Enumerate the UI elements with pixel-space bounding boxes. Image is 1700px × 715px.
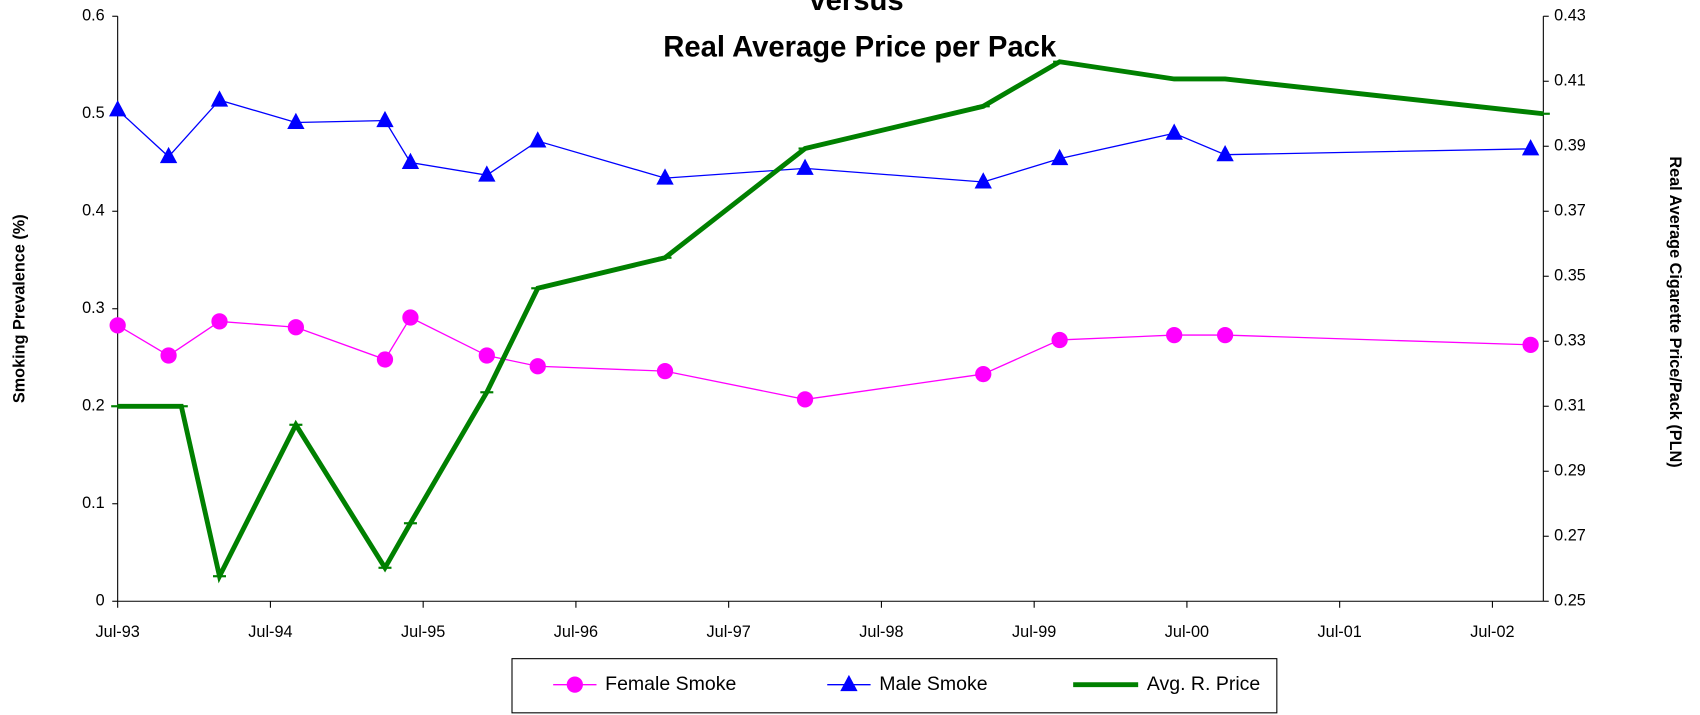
point — [109, 100, 127, 117]
legend-label: Avg. R. Price — [1147, 673, 1260, 695]
point — [1165, 123, 1183, 140]
chart-title: Real Average Price per Pack — [663, 31, 1057, 63]
point — [211, 313, 228, 330]
legend-label: Female Smoke — [605, 673, 736, 695]
point — [796, 158, 814, 175]
y2-tick-label: 0.43 — [1554, 7, 1586, 25]
y-tick-label: 0.2 — [82, 397, 105, 415]
y2-tick-label: 0.27 — [1554, 527, 1586, 545]
series-line — [117, 316, 1531, 401]
point — [1166, 326, 1183, 344]
point — [402, 309, 419, 326]
point — [656, 363, 674, 380]
y2-tick-label: 0.41 — [1554, 72, 1586, 90]
point — [975, 365, 992, 383]
x-tick-label: Jul-00 — [1165, 623, 1209, 641]
point — [109, 317, 126, 334]
legend-marker — [566, 676, 583, 693]
y2-tick-label: 0.35 — [1554, 267, 1586, 285]
x-tick-label: Jul-95 — [401, 623, 445, 641]
legend-label: Male Smoke — [879, 673, 987, 695]
x-tick-label: Jul-97 — [707, 623, 751, 641]
point — [401, 152, 420, 169]
point — [376, 110, 394, 128]
point — [159, 146, 178, 164]
point — [210, 90, 229, 107]
y2-axis-label: Real Average Cigarette Price/Pack (PLN) — [1666, 156, 1684, 467]
legend-marker — [840, 674, 858, 692]
legend-box — [511, 658, 1278, 714]
point — [656, 168, 674, 185]
x-tick-label: Jul-96 — [554, 623, 598, 641]
y2-tick-label: 0.25 — [1554, 592, 1586, 610]
y-tick-label: 0.6 — [82, 7, 105, 25]
x-tick-label: Jul-99 — [1012, 623, 1056, 641]
point — [529, 131, 547, 148]
point — [1216, 144, 1234, 162]
x-tick-label: Jul-01 — [1318, 623, 1362, 641]
point — [376, 351, 394, 368]
y2-tick-label: 0.29 — [1554, 462, 1586, 480]
point — [974, 172, 992, 189]
point — [796, 391, 814, 408]
y-tick-label: 0.3 — [82, 299, 105, 317]
y-axis-label: Smoking Prevalence (%) — [10, 214, 28, 403]
series-line — [117, 99, 1531, 183]
x-tick-label: Jul-98 — [859, 623, 903, 641]
x-tick-label: Jul-02 — [1470, 623, 1514, 641]
point — [1051, 331, 1068, 349]
y2-tick-label: 0.39 — [1554, 137, 1586, 155]
point — [160, 347, 177, 364]
point — [478, 347, 495, 364]
y-tick-label: 0 — [96, 592, 105, 610]
y2-tick-label: 0.33 — [1554, 332, 1586, 350]
point — [478, 165, 496, 182]
point — [1521, 139, 1540, 156]
point — [529, 358, 546, 375]
y-tick-label: 0.1 — [82, 494, 105, 512]
y-tick-label: 0.5 — [82, 104, 105, 122]
point — [287, 319, 304, 336]
point — [1216, 326, 1234, 344]
point — [1522, 336, 1539, 353]
x-tick-label: Jul-93 — [96, 623, 140, 641]
x-tick-label: Jul-94 — [248, 623, 292, 641]
y2-tick-label: 0.31 — [1554, 397, 1586, 415]
point — [287, 112, 305, 130]
y-tick-label: 0.4 — [82, 202, 105, 220]
point — [1050, 148, 1069, 166]
chart-title: versus — [809, 0, 903, 17]
series-line — [117, 59, 1544, 584]
y2-tick-label: 0.37 — [1554, 202, 1586, 220]
